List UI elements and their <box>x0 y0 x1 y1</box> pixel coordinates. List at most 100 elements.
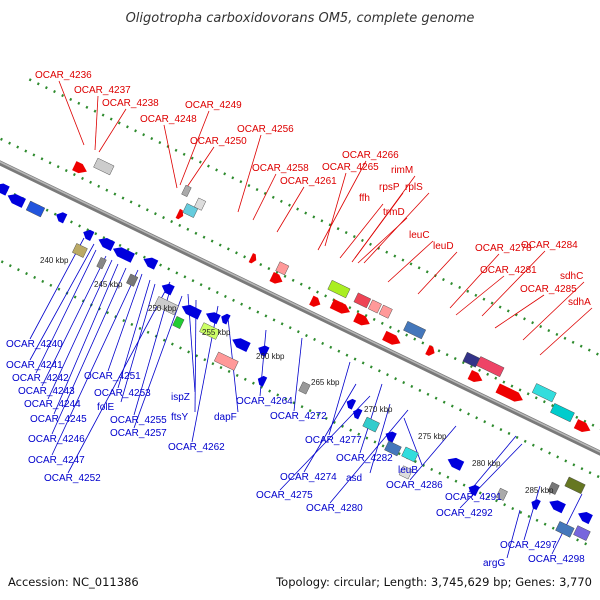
forward-gene-label[interactable]: rpsP <box>379 182 400 193</box>
reverse-gene-glyph <box>578 512 593 525</box>
tick-label: 245 kbp <box>94 280 123 289</box>
tick-label: 240 kbp <box>40 256 69 265</box>
reverse-gene-leader-line <box>53 263 119 415</box>
forward-gene-label[interactable]: OCAR_4250 <box>190 136 247 147</box>
forward-gene-leader-line <box>339 203 384 259</box>
reverse-gene-leader-line <box>523 485 541 541</box>
gene-glyph-layer <box>0 157 593 541</box>
reverse-gene-glyph <box>112 247 135 263</box>
forward-gene-label[interactable]: leuD <box>433 241 454 252</box>
reverse-gene-glyph <box>384 440 402 457</box>
forward-gene-label[interactable]: OCAR_4281 <box>480 265 537 276</box>
reverse-gene-glyph <box>205 312 221 325</box>
forward-gene-label[interactable]: trmD <box>383 207 405 218</box>
forward-gene-glyph <box>425 345 435 356</box>
reverse-gene-label[interactable]: OCAR_4245 <box>30 414 87 425</box>
forward-gene-label[interactable]: OCAR_4256 <box>237 124 294 135</box>
reverse-gene-label[interactable]: OCAR_4255 <box>110 415 167 426</box>
reverse-gene-label[interactable]: argG <box>483 558 505 569</box>
reverse-gene-glyph <box>362 416 380 433</box>
reverse-gene-label[interactable]: leuB <box>398 465 418 476</box>
forward-gene-label[interactable]: sdhA <box>568 297 591 308</box>
reverse-gene-label[interactable]: OCAR_4298 <box>528 554 585 565</box>
reverse-gene-label[interactable]: OCAR_4272 <box>270 411 327 422</box>
dotted-track-2 <box>0 137 600 430</box>
forward-gene-leader-line <box>387 240 434 283</box>
forward-gene-label[interactable]: rimM <box>391 165 413 176</box>
reverse-gene-label[interactable]: folE <box>97 402 115 413</box>
forward-gene-label[interactable]: OCAR_4284 <box>521 240 578 251</box>
reverse-gene-label[interactable]: OCAR_4240 <box>6 339 63 350</box>
tick-label: 270 kbp <box>364 405 393 414</box>
forward-gene-label[interactable]: OCAR_4258 <box>252 163 309 174</box>
reverse-gene-glyph <box>468 484 480 497</box>
reverse-gene-leader-line <box>133 295 183 429</box>
forward-gene-leader-line <box>481 250 546 317</box>
tick-label: 255 kbp <box>202 328 231 337</box>
forward-gene-glyph <box>175 208 184 220</box>
reverse-gene-label[interactable]: OCAR_4292 <box>436 508 493 519</box>
reverse-gene-label[interactable]: OCAR_4275 <box>256 490 313 501</box>
tick-label: 250 kbp <box>148 304 177 313</box>
reverse-gene-label[interactable]: OCAR_4286 <box>386 480 443 491</box>
reverse-gene-label[interactable]: OCAR_4253 <box>94 388 151 399</box>
forward-gene-label[interactable]: OCAR_4249 <box>185 100 242 111</box>
reverse-gene-label[interactable]: OCAR_4246 <box>28 434 85 445</box>
reverse-gene-glyph <box>531 499 541 511</box>
reverse-gene-label[interactable]: OCAR_4244 <box>24 399 81 410</box>
reverse-gene-label[interactable]: OCAR_4262 <box>168 442 225 453</box>
reverse-gene-label[interactable]: ftsY <box>171 412 189 423</box>
forward-gene-label[interactable]: OCAR_4238 <box>102 98 159 109</box>
reverse-gene-label[interactable]: OCAR_4274 <box>280 472 337 483</box>
forward-gene-glyph <box>72 161 87 174</box>
forward-gene-label[interactable]: rplS <box>405 182 423 193</box>
forward-gene-label[interactable]: OCAR_4266 <box>342 150 399 161</box>
forward-gene-label[interactable]: OCAR_4265 <box>322 162 379 173</box>
reverse-gene-label[interactable]: OCAR_4252 <box>44 473 101 484</box>
forward-gene-leader-line <box>317 160 367 251</box>
reverse-gene-label[interactable]: OCAR_4241 <box>6 360 63 371</box>
reverse-gene-glyph <box>98 238 116 251</box>
forward-gene-label[interactable]: leuC <box>409 230 430 241</box>
forward-gene-leader-line <box>94 95 99 151</box>
reverse-gene-label[interactable]: OCAR_4277 <box>305 435 362 446</box>
forward-gene-label[interactable]: OCAR_4285 <box>520 284 577 295</box>
reverse-gene-label[interactable]: dapF <box>214 412 237 423</box>
forward-gene-leader-line <box>351 192 404 263</box>
dotted-track-1 <box>28 78 600 357</box>
forward-gene-leader-line <box>449 253 500 309</box>
forward-gene-label[interactable]: OCAR_4278 <box>475 243 532 254</box>
reverse-gene-label[interactable]: OCAR_4297 <box>500 540 557 551</box>
gene-label-layer: 240 kbp 245 kbp 250 kbp 255 kbp 260 kbp 265 k… <box>6 70 591 569</box>
reverse-gene-label[interactable]: OCAR_4247 <box>28 455 85 466</box>
reverse-gene-label[interactable]: OCAR_4257 <box>110 428 167 439</box>
reverse-gene-label[interactable]: asd <box>346 473 362 484</box>
reverse-gene-leader-line <box>133 289 171 416</box>
tick-label: 285 kbp <box>525 486 554 495</box>
reverse-gene-label[interactable]: OCAR_4251 <box>84 371 141 382</box>
forward-gene-leader-line <box>455 275 505 316</box>
forward-gene-label[interactable]: OCAR_4261 <box>280 176 337 187</box>
reverse-gene-label[interactable]: ispZ <box>171 392 190 403</box>
forward-gene-leader-line <box>522 281 585 341</box>
reverse-gene-label[interactable]: OCAR_4280 <box>306 503 363 514</box>
forward-gene-glyph <box>275 261 290 276</box>
reverse-gene-label[interactable]: OCAR_4282 <box>336 453 393 464</box>
reverse-gene-leader-line <box>329 409 409 504</box>
reverse-gene-label[interactable]: OCAR_4264 <box>236 396 293 407</box>
reverse-gene-leader-line <box>107 273 143 372</box>
forward-gene-label[interactable]: ffh <box>359 193 370 204</box>
reverse-gene-label[interactable]: OCAR_4242 <box>12 373 69 384</box>
reverse-gene-label[interactable]: OCAR_4243 <box>18 386 75 397</box>
forward-gene-glyph <box>269 272 283 284</box>
forward-gene-label[interactable]: OCAR_4248 <box>140 114 197 125</box>
forward-gene-label[interactable]: OCAR_4237 <box>74 85 131 96</box>
accession-text: Accession: NC_011386 <box>8 575 139 589</box>
forward-gene-label[interactable]: OCAR_4236 <box>35 70 92 81</box>
reverse-gene-glyph <box>172 316 185 330</box>
reverse-gene-label[interactable]: OCAR_4291 <box>445 492 502 503</box>
forward-gene-label[interactable]: sdhC <box>560 271 583 282</box>
reverse-gene-glyph <box>495 487 508 501</box>
reverse-gene-glyph <box>398 465 413 480</box>
tick-label: 275 kbp <box>418 432 447 441</box>
